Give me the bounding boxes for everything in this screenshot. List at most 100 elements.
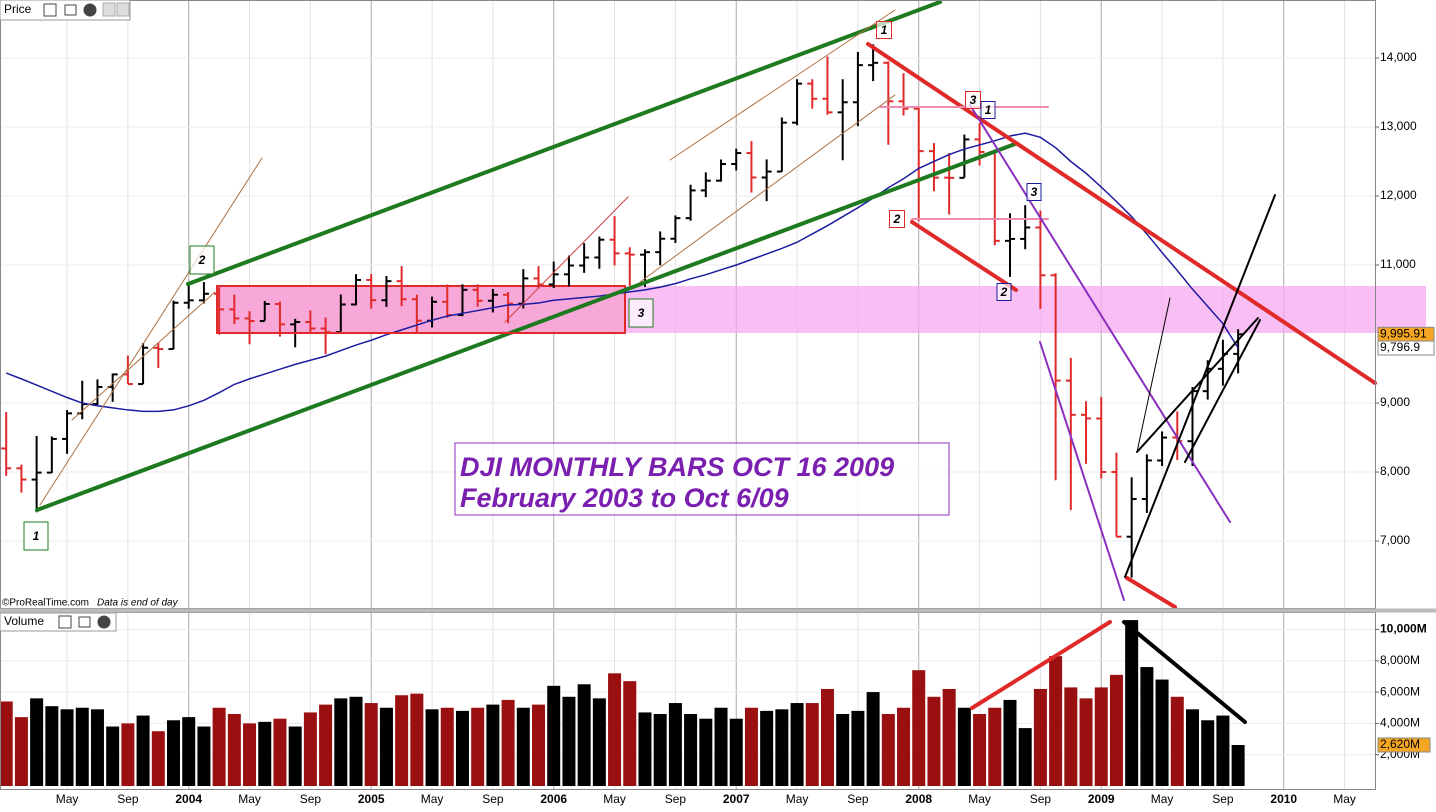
x-tick-label: 2005 [358,792,385,806]
zones [216,285,1426,334]
volume-bar [1201,720,1215,786]
wave-box [980,101,996,119]
trendline [35,142,1017,512]
x-tick-label: Sep [665,792,687,806]
source: ©ProRealTime.com [2,598,89,609]
volume-bar [364,703,378,786]
trendline [910,220,1018,292]
volume-bar [227,714,241,786]
volume-bar [699,718,713,786]
volume-bar [121,723,135,786]
settings-icon[interactable] [43,3,57,17]
volume-label: 2,620M [1380,737,1420,751]
volume-label-box [1377,737,1431,753]
volume-bar [1170,696,1184,786]
y-tick-label: 13,000 [1380,119,1417,133]
x-tick-label: May [238,792,261,806]
trendline [866,42,1377,385]
volume-bar [851,710,865,786]
volume-bar [592,698,606,786]
volume-bar [1094,687,1108,786]
x-tick-label: 2009 [1088,792,1115,806]
volume-bar [288,726,302,786]
volume-bar [303,712,317,786]
down-icon[interactable] [116,2,130,17]
up-icon[interactable] [102,2,116,17]
x-tick-label: Sep [482,792,504,806]
y-tick-label: 11,000 [1380,257,1416,271]
window-icon[interactable] [78,616,91,628]
x-tick-label: Sep [117,792,139,806]
labels: May Sep 2004 May Sep 2005 May Sep 2006 May Sep 2007… [23,21,1435,806]
volume-bar [273,718,287,786]
volume-bar [1049,656,1063,786]
volume-bar [471,707,485,786]
settings-icon[interactable] [58,615,72,629]
x-tick-label: May [421,792,444,806]
panel-icons[interactable] [58,615,111,629]
volume-bar [897,707,911,786]
volume-bar [1231,744,1245,786]
volume-bar [942,688,956,786]
close-icon[interactable] [97,615,111,629]
volume-bar [729,718,743,786]
trendline [1122,620,1247,724]
wave-box [23,521,49,551]
trendline [71,291,216,421]
y-tick-label: 8,000 [1380,464,1410,478]
panel-title: Volume [4,614,44,628]
volume-bar [1064,687,1078,786]
volume-bar [1216,715,1230,786]
data [0,44,1245,786]
volume-bar [912,670,926,786]
volume-bar [562,696,576,786]
y-tick-label: 7,000 [1380,533,1410,547]
volume-bar [395,695,409,786]
wave-label: 3 [1031,185,1038,199]
wave-box [996,283,1012,301]
volume-bar [440,707,454,786]
x-tick-label: 2008 [905,792,932,806]
volume-bar [957,707,971,786]
volume-bar [45,706,59,786]
x-tick-label: Sep [1212,792,1234,806]
volume-bar [988,707,1002,786]
close-icon[interactable] [83,3,97,17]
volume-bar [410,693,424,786]
volume-bar [1155,679,1169,786]
volume-bar [425,709,439,786]
wave-box [628,298,654,328]
volume-bar [714,707,728,786]
volume-bar [820,688,834,786]
volume-bar [334,698,348,786]
volume-bar [744,707,758,786]
volume-bar [577,684,591,786]
volume-bar [167,720,181,786]
x-tick-label: 2010 [1270,792,1297,806]
volume-bar [1185,709,1199,786]
annotation: DJI MONTHLY BARS OCT 16 2009 [460,452,894,482]
volume-bar [0,701,13,786]
x-tick-label: May [1333,792,1356,806]
volume-bar [151,731,165,786]
y-tick-label: 6,000M [1380,684,1420,698]
volume-bar [90,709,104,786]
y-tick-label: 12,000 [1380,188,1417,202]
volume-bar [638,712,652,786]
trendline [39,157,263,506]
window-icon[interactable] [64,4,77,16]
frames [0,0,1436,790]
volume-bar [319,704,333,786]
wave-box [965,91,981,109]
volume-bar [547,685,561,786]
x-tick-label: 2004 [175,792,202,806]
y-tick-label: 4,000M [1380,716,1420,730]
volume-bar [455,710,469,786]
resistance-band [625,286,1426,333]
panel-icons[interactable] [43,2,130,17]
volume-bar [927,696,941,786]
volume-bar [1033,688,1047,786]
wave-label: 2 [893,212,901,226]
y-tick-label: 14,000 [1380,50,1417,64]
